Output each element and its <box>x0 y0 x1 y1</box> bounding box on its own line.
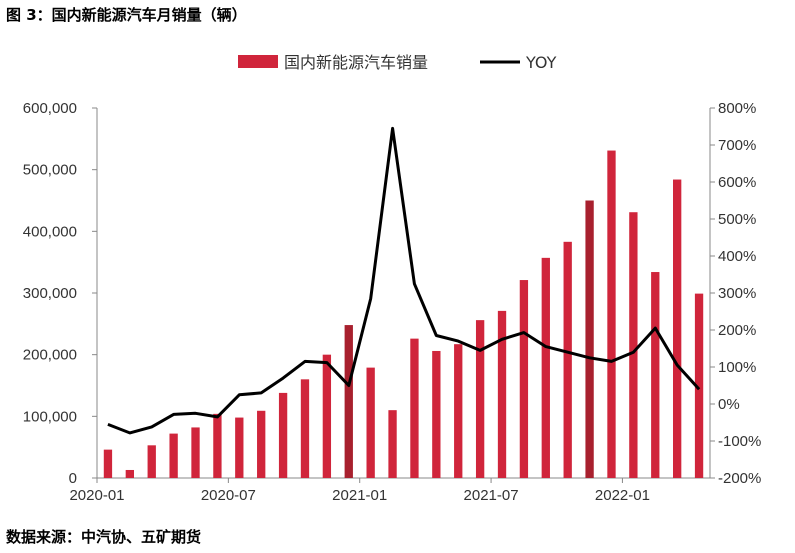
legend-bar-swatch <box>238 55 278 68</box>
left-y-tick-label: 300,000 <box>23 285 77 302</box>
sales-bar <box>125 469 134 478</box>
sales-bar <box>497 310 507 478</box>
sales-bar <box>607 150 616 479</box>
sales-bar <box>454 344 463 478</box>
legend-line-label: YOY <box>525 53 557 72</box>
sales-bar <box>694 293 704 478</box>
right-y-tick-label: 400% <box>718 248 756 265</box>
right-y-tick-label: 800% <box>718 100 756 117</box>
x-tick-label: 2021-01 <box>332 487 387 504</box>
figure-source: 数据来源：中汽协、五矿期货 <box>6 528 202 546</box>
figure-title: 图 3：国内新能源汽车月销量（辆） <box>6 6 247 24</box>
x-tick-label: 2021-07 <box>464 487 519 504</box>
right-y-tick-label: 700% <box>718 137 756 154</box>
sales-bar <box>278 392 288 478</box>
sales-bar <box>322 354 332 478</box>
left-y-tick-label: 500,000 <box>23 162 77 179</box>
sales-bar <box>344 325 353 478</box>
yoy-line <box>107 126 701 435</box>
sales-bar <box>388 410 397 478</box>
sales-bar <box>563 241 572 478</box>
sales-bar <box>191 427 200 478</box>
right-y-tick-label: 600% <box>718 174 756 191</box>
left-y-tick-label: 400,000 <box>23 223 77 240</box>
sales-bar <box>213 413 222 478</box>
legend-bar-label: 国内新能源汽车销量 <box>284 53 428 72</box>
left-y-tick-label: 100,000 <box>23 408 77 425</box>
sales-bar <box>410 338 419 478</box>
right-y-tick-label: -100% <box>718 433 761 450</box>
sales-bar <box>585 200 594 478</box>
sales-bar <box>366 367 375 478</box>
right-y-tick-label: 200% <box>718 322 756 339</box>
sales-bar <box>147 445 156 478</box>
sales-bar <box>629 212 638 478</box>
sales-bar <box>475 320 485 478</box>
x-tick-label: 2020-07 <box>201 487 256 504</box>
right-y-tick-label: 500% <box>718 211 756 228</box>
right-y-tick-label: 300% <box>718 285 756 302</box>
sales-bar <box>235 417 244 478</box>
x-tick-label: 2022-01 <box>595 487 650 504</box>
sales-bar <box>257 410 266 478</box>
sales-bar <box>103 449 113 478</box>
right-y-tick-label: 0% <box>718 396 740 413</box>
x-tick-label: 2020-01 <box>69 487 124 504</box>
sales-bar <box>673 179 682 479</box>
left-y-tick-label: 200,000 <box>23 347 77 364</box>
sales-bar <box>169 433 178 478</box>
right-y-tick-label: 100% <box>718 359 756 376</box>
sales-bar <box>432 350 441 478</box>
sales-bar <box>541 257 550 478</box>
sales-bar <box>300 379 310 478</box>
right-y-tick-label: -200% <box>718 470 761 487</box>
left-y-tick-label: 0 <box>69 470 77 487</box>
left-y-tick-label: 600,000 <box>23 100 77 117</box>
sales-bar <box>519 280 529 478</box>
sales-bar <box>651 272 660 478</box>
